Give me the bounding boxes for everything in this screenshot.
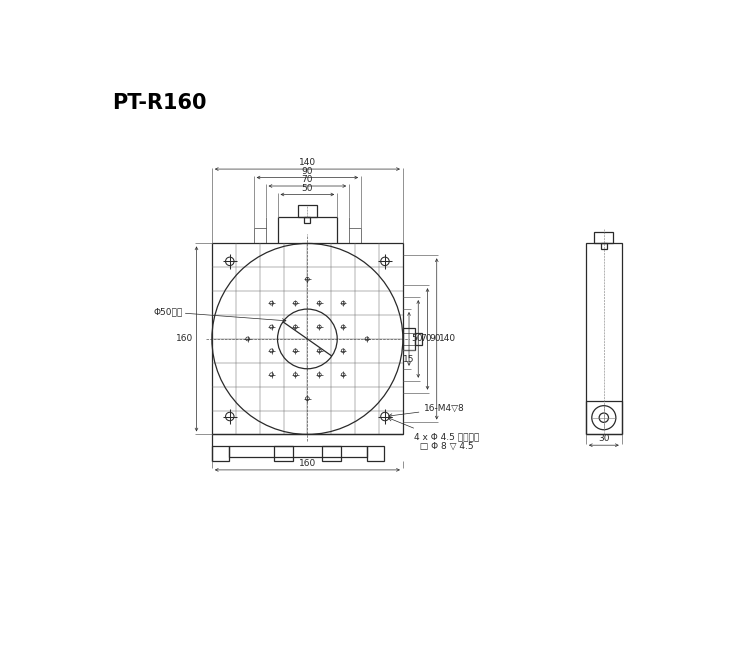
Bar — [304, 217, 310, 223]
Text: 30: 30 — [598, 434, 610, 444]
Bar — [322, 446, 340, 461]
Text: 50: 50 — [411, 334, 423, 344]
Text: 15: 15 — [403, 355, 415, 364]
Text: 50: 50 — [302, 183, 313, 193]
Text: 140: 140 — [298, 158, 316, 167]
Bar — [403, 328, 415, 350]
Bar — [274, 446, 293, 461]
Text: 90: 90 — [430, 334, 441, 344]
Text: PT-R160: PT-R160 — [112, 93, 207, 113]
Bar — [594, 232, 613, 244]
Bar — [586, 401, 622, 434]
Bar — [367, 446, 384, 461]
Text: 140: 140 — [439, 334, 456, 344]
Text: Φ50贯穿: Φ50贯穿 — [154, 307, 286, 322]
Bar — [415, 333, 422, 345]
Bar — [212, 446, 229, 461]
Bar — [298, 205, 317, 217]
Bar — [586, 244, 622, 434]
Text: 70: 70 — [302, 175, 313, 184]
Text: 160: 160 — [298, 459, 316, 468]
Text: 160: 160 — [176, 334, 194, 344]
Text: 90: 90 — [302, 167, 313, 175]
Text: 70: 70 — [421, 334, 432, 344]
Bar — [229, 446, 367, 457]
Bar — [601, 244, 607, 250]
Text: 4 x Φ 4.5 完全贯穿
  □ Φ 8 ▽ 4.5: 4 x Φ 4.5 完全贯穿 □ Φ 8 ▽ 4.5 — [388, 418, 480, 451]
Bar — [212, 244, 403, 434]
Text: 16-M4▽8: 16-M4▽8 — [388, 404, 465, 417]
